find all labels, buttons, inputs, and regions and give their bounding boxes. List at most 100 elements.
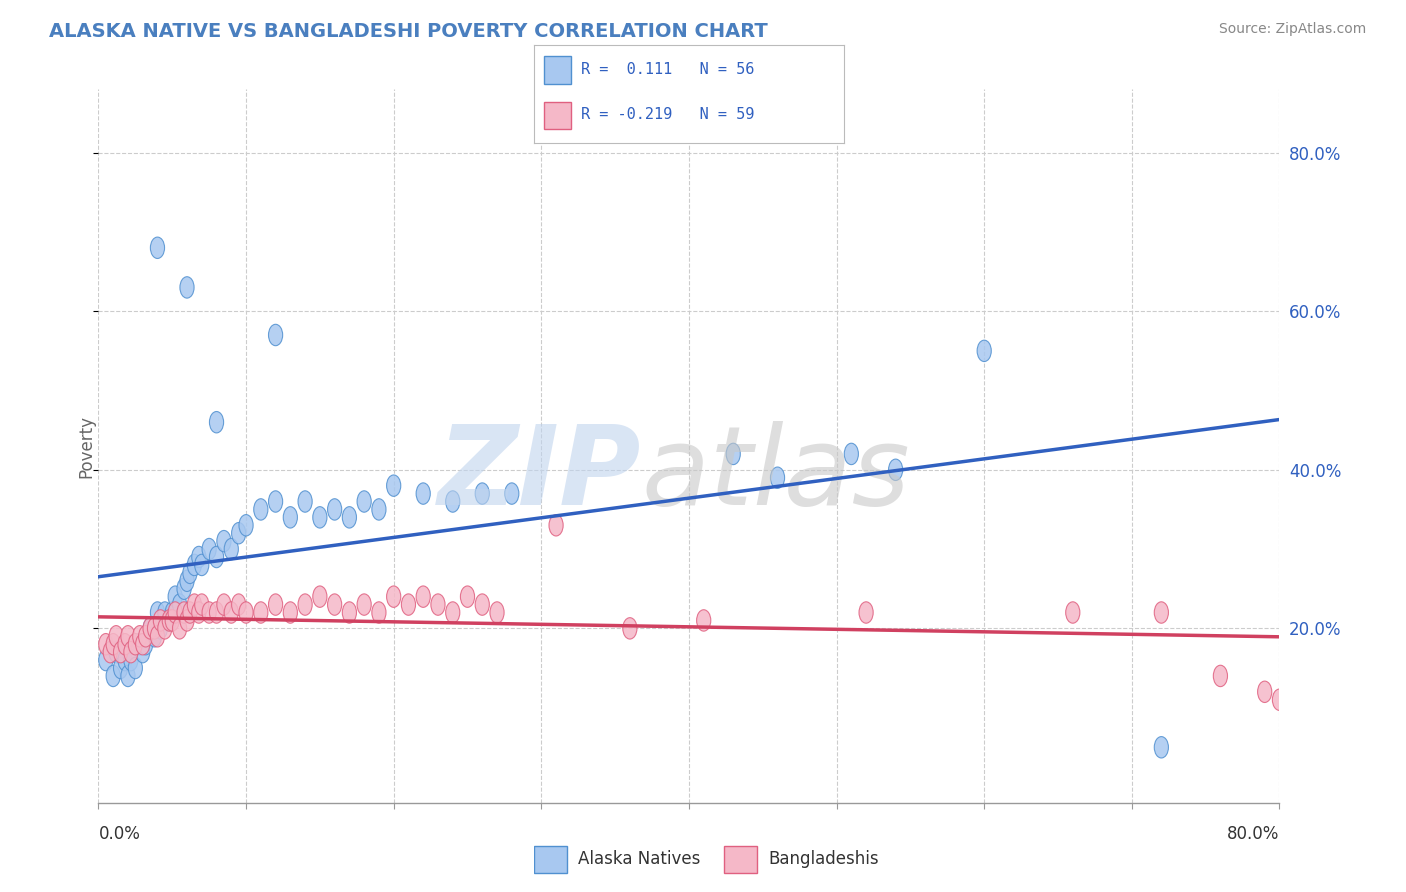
Ellipse shape [110,625,124,647]
FancyBboxPatch shape [544,56,571,84]
Ellipse shape [298,491,312,512]
Ellipse shape [187,554,201,575]
Ellipse shape [387,475,401,496]
Ellipse shape [202,602,217,624]
FancyBboxPatch shape [534,847,567,873]
Ellipse shape [98,649,112,671]
Ellipse shape [183,602,197,624]
Ellipse shape [844,443,859,465]
Text: Alaska Natives: Alaska Natives [578,849,700,868]
Ellipse shape [977,340,991,361]
Ellipse shape [1272,689,1286,710]
Ellipse shape [132,633,146,655]
Ellipse shape [328,499,342,520]
Ellipse shape [460,586,475,607]
Ellipse shape [446,602,460,624]
Ellipse shape [110,641,124,663]
Text: Bangladeshis: Bangladeshis [768,849,879,868]
Ellipse shape [416,483,430,504]
Ellipse shape [148,625,162,647]
Ellipse shape [312,586,328,607]
Ellipse shape [124,641,138,663]
Ellipse shape [191,546,205,567]
Ellipse shape [505,483,519,504]
Ellipse shape [139,633,153,655]
Ellipse shape [114,657,128,679]
Ellipse shape [121,665,135,687]
Ellipse shape [173,617,187,639]
Ellipse shape [696,610,711,632]
Ellipse shape [162,610,176,632]
Ellipse shape [1257,681,1272,703]
Ellipse shape [1154,602,1168,624]
FancyBboxPatch shape [544,102,571,129]
Ellipse shape [157,617,172,639]
Ellipse shape [253,602,269,624]
Ellipse shape [132,625,146,647]
Ellipse shape [446,491,460,512]
Ellipse shape [416,586,430,607]
Ellipse shape [371,602,387,624]
Ellipse shape [105,633,121,655]
Ellipse shape [180,610,194,632]
Ellipse shape [165,602,180,624]
Ellipse shape [169,586,183,607]
Ellipse shape [1154,737,1168,758]
Ellipse shape [430,594,446,615]
Ellipse shape [128,633,142,655]
Ellipse shape [157,602,172,624]
Text: 0.0%: 0.0% [98,825,141,843]
Ellipse shape [342,602,357,624]
Ellipse shape [114,641,128,663]
Ellipse shape [239,515,253,536]
Ellipse shape [124,649,138,671]
Ellipse shape [357,491,371,512]
Ellipse shape [165,610,180,632]
Ellipse shape [253,499,269,520]
Ellipse shape [889,459,903,481]
Text: R = -0.219   N = 59: R = -0.219 N = 59 [581,107,754,122]
Ellipse shape [1066,602,1080,624]
Ellipse shape [224,539,239,560]
Ellipse shape [118,649,132,671]
Ellipse shape [312,507,328,528]
Ellipse shape [139,625,153,647]
Ellipse shape [357,594,371,615]
Ellipse shape [232,523,246,544]
Text: R =  0.111   N = 56: R = 0.111 N = 56 [581,62,754,77]
Ellipse shape [150,602,165,624]
Ellipse shape [148,617,162,639]
Ellipse shape [180,570,194,591]
Ellipse shape [283,507,298,528]
Ellipse shape [194,554,209,575]
Ellipse shape [371,499,387,520]
Ellipse shape [105,665,121,687]
Ellipse shape [162,610,176,632]
Ellipse shape [180,277,194,298]
Ellipse shape [103,641,117,663]
FancyBboxPatch shape [724,847,758,873]
Ellipse shape [150,625,165,647]
Ellipse shape [191,602,205,624]
Ellipse shape [269,325,283,346]
Ellipse shape [548,515,564,536]
Ellipse shape [298,594,312,615]
Text: Source: ZipAtlas.com: Source: ZipAtlas.com [1219,22,1367,37]
Ellipse shape [169,602,183,624]
Ellipse shape [232,594,246,615]
Ellipse shape [177,602,191,624]
Ellipse shape [1213,665,1227,687]
Ellipse shape [183,562,197,583]
Ellipse shape [342,507,357,528]
Ellipse shape [224,602,239,624]
Ellipse shape [121,625,135,647]
Ellipse shape [202,539,217,560]
Ellipse shape [859,602,873,624]
Ellipse shape [770,467,785,489]
Ellipse shape [153,610,167,632]
Ellipse shape [475,483,489,504]
Text: atlas: atlas [641,421,910,528]
Ellipse shape [269,594,283,615]
Text: ZIP: ZIP [439,421,641,528]
Y-axis label: Poverty: Poverty [77,415,96,477]
